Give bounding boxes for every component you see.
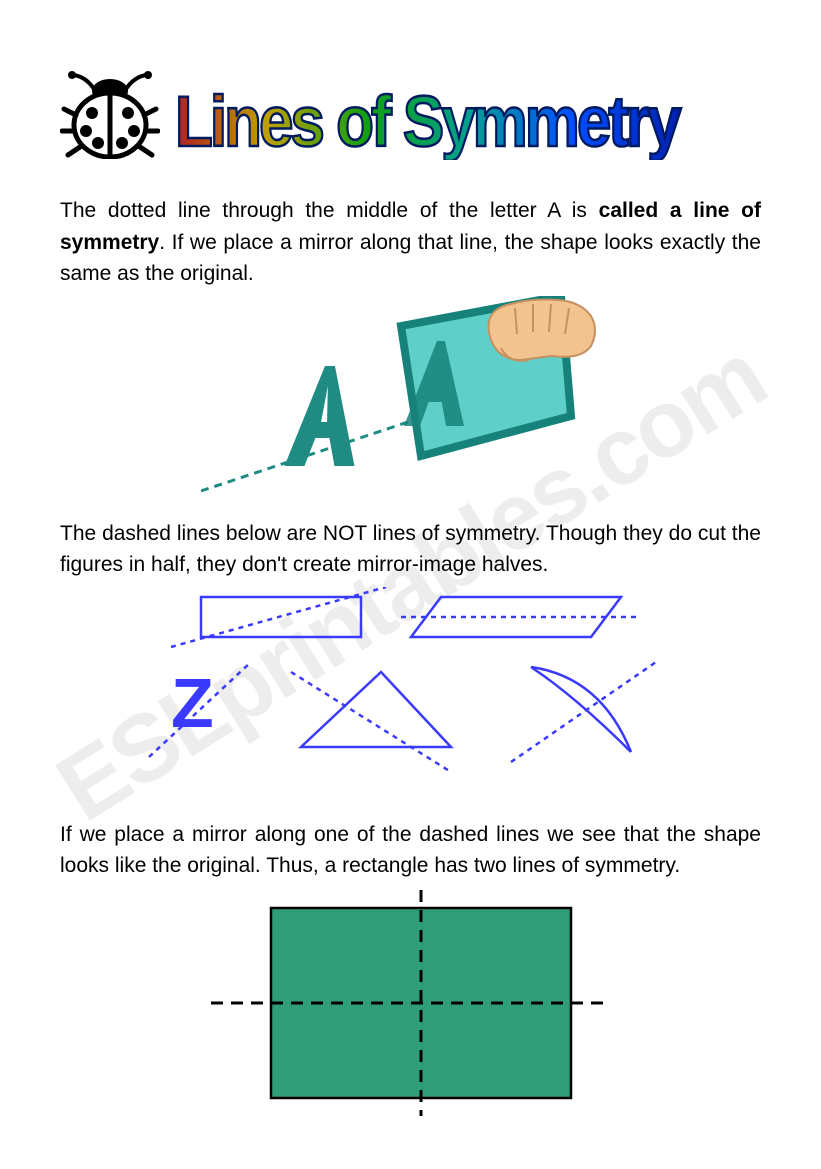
svg-text:Lines of Symmetry: Lines of Symmetry [175,83,681,160]
paragraph-2: The dashed lines below are NOT lines of … [60,518,761,581]
p1-post: . If we place a mirror along that line, … [60,231,761,286]
page-title: Lines of Symmetry [175,70,761,160]
p1-pre: The dotted line through the middle of th… [60,199,599,222]
illustration-not-symmetry: Z [60,587,761,797]
illustration-mirror-a [60,296,761,496]
illustration-rectangle-symmetry [60,888,761,1118]
ladybug-icon [60,71,160,159]
paragraph-1: The dotted line through the middle of th… [60,195,761,290]
svg-text:Z: Z [171,664,214,742]
header: Lines of Symmetry [60,70,761,160]
paragraph-3: If we place a mirror along one of the da… [60,819,761,882]
